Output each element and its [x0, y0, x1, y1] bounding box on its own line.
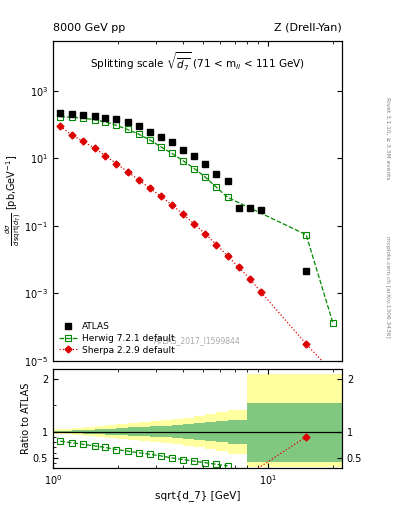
Sherpa 2.2.9 default: [58, 123, 62, 129]
Herwig 7.2.1 default: [81, 115, 86, 121]
Herwig 7.2.1 default: [170, 151, 174, 157]
Herwig 7.2.1 default: [136, 131, 141, 137]
ATLAS: [114, 116, 119, 122]
ATLAS: [304, 268, 309, 274]
ATLAS: [181, 146, 185, 153]
ATLAS: [136, 123, 141, 129]
ATLAS: [192, 153, 196, 159]
Sherpa 2.2.9 default: [125, 169, 130, 175]
Sherpa 2.2.9 default: [225, 253, 230, 259]
Herwig 7.2.1 default: [58, 114, 62, 120]
Sherpa 2.2.9 default: [203, 231, 208, 237]
Sherpa 2.2.9 default: [259, 289, 263, 295]
Herwig 7.2.1 default: [158, 144, 163, 150]
Herwig 7.2.1 default: [103, 119, 108, 125]
Sherpa 2.2.9 default: [103, 153, 108, 159]
Text: Z (Drell-Yan): Z (Drell-Yan): [274, 23, 342, 33]
Herwig 7.2.1 default: [225, 194, 230, 200]
Y-axis label: Ratio to ATLAS: Ratio to ATLAS: [22, 383, 31, 454]
Legend: ATLAS, Herwig 7.2.1 default, Sherpa 2.2.9 default: ATLAS, Herwig 7.2.1 default, Sherpa 2.2.…: [57, 321, 176, 356]
Line: Sherpa 2.2.9 default: Sherpa 2.2.9 default: [58, 124, 336, 375]
Sherpa 2.2.9 default: [248, 276, 252, 282]
ATLAS: [58, 110, 62, 116]
Herwig 7.2.1 default: [114, 122, 119, 129]
Text: Splitting scale $\sqrt{\overline{d_{7}}}$ (71 < m$_{ll}$ < 111 GeV): Splitting scale $\sqrt{\overline{d_{7}}}…: [90, 51, 305, 73]
ATLAS: [259, 207, 263, 213]
ATLAS: [103, 115, 108, 121]
Sherpa 2.2.9 default: [81, 138, 86, 144]
Herwig 7.2.1 default: [125, 126, 130, 133]
Sherpa 2.2.9 default: [304, 341, 309, 347]
ATLAS: [225, 178, 230, 184]
Line: Herwig 7.2.1 default: Herwig 7.2.1 default: [57, 114, 336, 326]
Sherpa 2.2.9 default: [170, 202, 174, 208]
Sherpa 2.2.9 default: [236, 264, 241, 270]
ATLAS: [203, 161, 208, 167]
ATLAS: [158, 134, 163, 140]
ATLAS: [92, 113, 97, 119]
Herwig 7.2.1 default: [203, 174, 208, 180]
Text: Rivet 3.1.10, ≥ 3.3M events: Rivet 3.1.10, ≥ 3.3M events: [385, 97, 390, 180]
ATLAS: [236, 204, 241, 210]
ATLAS: [214, 170, 219, 177]
Y-axis label: $\frac{d\sigma}{d\,\mathrm{sqrt}(d_7)}$ [pb,GeV$^{-1}$]: $\frac{d\sigma}{d\,\mathrm{sqrt}(d_7)}$ …: [3, 156, 23, 246]
X-axis label: sqrt{d_7} [GeV]: sqrt{d_7} [GeV]: [155, 490, 240, 501]
Sherpa 2.2.9 default: [136, 177, 141, 183]
Herwig 7.2.1 default: [181, 158, 185, 164]
ATLAS: [81, 112, 86, 118]
ATLAS: [125, 119, 130, 125]
Sherpa 2.2.9 default: [148, 185, 152, 191]
ATLAS: [170, 139, 174, 145]
Herwig 7.2.1 default: [214, 184, 219, 190]
Sherpa 2.2.9 default: [331, 370, 335, 376]
Herwig 7.2.1 default: [331, 321, 335, 327]
Herwig 7.2.1 default: [92, 117, 97, 123]
Text: mcplots.cern.ch [arXiv:1306.3436]: mcplots.cern.ch [arXiv:1306.3436]: [385, 236, 390, 337]
Line: ATLAS: ATLAS: [57, 110, 309, 274]
Sherpa 2.2.9 default: [114, 161, 119, 167]
Sherpa 2.2.9 default: [158, 193, 163, 199]
Sherpa 2.2.9 default: [192, 221, 196, 227]
Herwig 7.2.1 default: [304, 231, 309, 238]
Text: 8000 GeV pp: 8000 GeV pp: [53, 23, 125, 33]
Text: ATLAS_2017_I1599844: ATLAS_2017_I1599844: [154, 336, 241, 345]
ATLAS: [248, 204, 252, 210]
Herwig 7.2.1 default: [148, 137, 152, 143]
Sherpa 2.2.9 default: [92, 145, 97, 151]
ATLAS: [148, 129, 152, 135]
Sherpa 2.2.9 default: [181, 211, 185, 218]
ATLAS: [69, 112, 74, 118]
Sherpa 2.2.9 default: [69, 132, 74, 138]
Herwig 7.2.1 default: [69, 114, 74, 120]
Herwig 7.2.1 default: [192, 165, 196, 172]
Sherpa 2.2.9 default: [214, 242, 219, 248]
